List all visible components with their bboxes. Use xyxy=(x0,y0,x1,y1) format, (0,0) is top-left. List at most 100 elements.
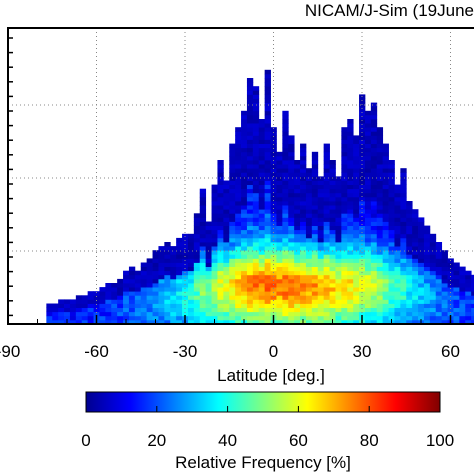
heatmap-cell xyxy=(418,266,425,272)
heatmap-cell xyxy=(158,319,165,325)
heatmap-cell xyxy=(252,315,260,321)
heatmap-cell xyxy=(264,258,271,263)
heatmap-cell xyxy=(187,246,195,251)
heatmap-cell xyxy=(305,303,313,308)
heatmap-cell xyxy=(400,246,407,251)
heatmap-cell xyxy=(229,213,236,218)
heatmap-cell xyxy=(111,319,118,325)
heatmap-cell xyxy=(317,278,325,284)
heatmap-cell xyxy=(75,311,83,317)
heatmap-cell xyxy=(300,221,307,226)
heatmap-cell xyxy=(370,176,378,181)
heatmap-cell xyxy=(182,274,189,280)
heatmap-cell xyxy=(465,319,472,325)
heatmap-cell xyxy=(323,287,330,292)
heatmap-cell xyxy=(412,311,419,317)
heatmap-cell xyxy=(294,278,301,284)
heatmap-cell xyxy=(353,143,360,149)
heatmap-cell xyxy=(429,315,437,321)
heatmap-cell xyxy=(406,205,413,210)
heatmap-cell xyxy=(99,319,106,325)
heatmap-cell xyxy=(347,151,354,157)
heatmap-cell xyxy=(288,160,295,165)
heatmap-cell xyxy=(146,291,153,296)
heatmap-cell xyxy=(217,295,224,300)
heatmap-cell xyxy=(341,295,348,300)
heatmap-cell xyxy=(329,287,336,292)
heatmap-cell xyxy=(311,196,319,202)
heatmap-cell xyxy=(270,287,277,292)
heatmap-cell xyxy=(370,237,378,243)
heatmap-cell xyxy=(376,176,384,181)
heatmap-cell xyxy=(418,278,425,284)
heatmap-cell xyxy=(170,283,177,288)
heatmap-cell xyxy=(353,246,360,251)
heatmap-cell xyxy=(241,184,248,190)
heatmap-cell xyxy=(164,258,171,263)
heatmap-cell xyxy=(282,139,289,144)
heatmap-cell xyxy=(229,283,236,288)
heatmap-cell xyxy=(176,266,183,272)
heatmap-cell xyxy=(158,250,165,255)
heatmap-cell xyxy=(134,270,142,276)
heatmap-cell xyxy=(75,303,83,308)
heatmap-cell xyxy=(158,303,165,308)
heatmap-cell xyxy=(382,217,389,222)
heatmap-cell xyxy=(217,287,224,292)
heatmap-cell xyxy=(282,147,289,153)
heatmap-cell xyxy=(382,299,389,304)
heatmap-cell xyxy=(294,184,301,190)
heatmap-cell xyxy=(305,233,313,239)
heatmap-cell xyxy=(364,303,372,308)
heatmap-cell xyxy=(418,262,425,267)
heatmap-cell xyxy=(223,291,230,296)
heatmap-cell xyxy=(134,283,142,288)
heatmap-cell xyxy=(164,274,171,280)
heatmap-cell xyxy=(412,274,419,280)
heatmap-cell xyxy=(152,274,159,280)
heatmap-cell xyxy=(406,213,413,218)
heatmap-cell xyxy=(111,287,118,292)
heatmap-cell xyxy=(229,270,236,276)
heatmap-cell xyxy=(300,311,307,317)
heatmap-cell xyxy=(282,258,289,263)
heatmap-cell xyxy=(229,225,236,231)
heatmap-cell xyxy=(140,270,148,276)
heatmap-cell xyxy=(211,233,218,239)
heatmap-cell xyxy=(187,266,195,272)
heatmap-cell xyxy=(329,164,336,169)
heatmap-cell xyxy=(164,270,171,276)
heatmap-cell xyxy=(353,242,360,247)
heatmap-cell xyxy=(223,213,230,218)
heatmap-cell xyxy=(258,151,266,157)
heatmap-cell xyxy=(46,315,53,321)
heatmap-cell xyxy=(394,188,401,194)
heatmap-cell xyxy=(335,258,342,263)
heatmap-cell xyxy=(123,311,130,317)
heatmap-cell xyxy=(288,205,295,210)
heatmap-cell xyxy=(252,135,260,140)
heatmap-cell xyxy=(258,295,266,300)
heatmap-cell xyxy=(264,209,271,214)
heatmap-cell xyxy=(353,221,360,226)
heatmap-cell xyxy=(370,283,378,288)
heatmap-cell xyxy=(69,299,77,304)
heatmap-cell xyxy=(447,274,454,280)
heatmap-cell xyxy=(347,266,354,272)
heatmap-cell xyxy=(199,246,207,251)
heatmap-cell xyxy=(353,278,360,284)
heatmap-cell xyxy=(441,250,448,255)
heatmap-cell xyxy=(341,299,348,304)
heatmap-cell xyxy=(270,155,277,161)
heatmap-cell xyxy=(370,172,378,177)
heatmap-cell xyxy=(376,295,384,300)
heatmap-cell xyxy=(370,180,378,185)
heatmap-cell xyxy=(187,258,195,263)
heatmap-cell xyxy=(347,303,354,308)
heatmap-cell xyxy=(158,254,165,259)
heatmap-cell xyxy=(400,172,407,177)
heatmap-cell xyxy=(199,225,207,231)
heatmap-cell xyxy=(205,258,212,263)
heatmap-cell xyxy=(81,315,89,321)
heatmap-cell xyxy=(400,295,407,300)
